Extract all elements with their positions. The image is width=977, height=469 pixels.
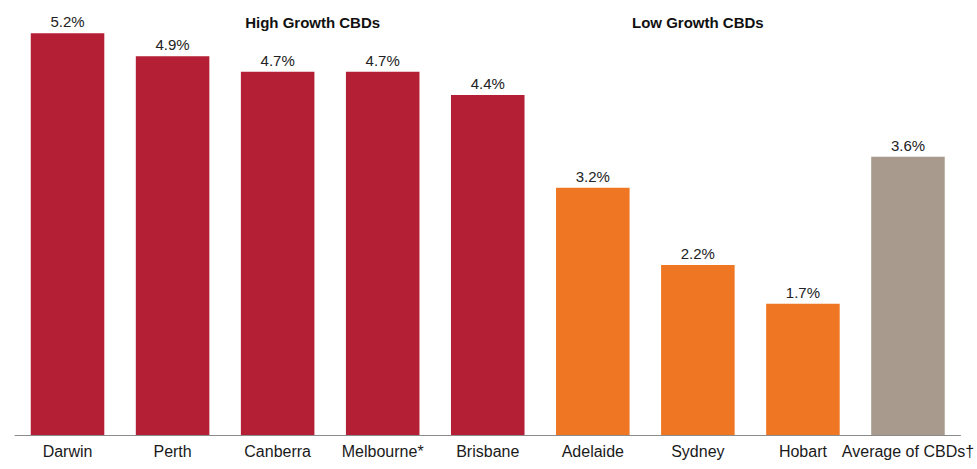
svg-text:Hobart: Hobart: [779, 443, 828, 460]
svg-text:4.7%: 4.7%: [261, 52, 295, 69]
svg-text:3.6%: 3.6%: [891, 137, 925, 154]
svg-text:Low Growth CBDs: Low Growth CBDs: [632, 14, 764, 31]
svg-text:1.7%: 1.7%: [786, 284, 820, 301]
svg-text:4.7%: 4.7%: [366, 52, 400, 69]
svg-text:Average of CBDs†: Average of CBDs†: [842, 443, 974, 460]
svg-text:5.2%: 5.2%: [50, 13, 84, 30]
svg-text:2.2%: 2.2%: [681, 245, 715, 262]
svg-text:3.2%: 3.2%: [576, 168, 610, 185]
svg-text:Perth: Perth: [153, 443, 191, 460]
svg-text:Melbourne*: Melbourne*: [342, 443, 424, 460]
svg-text:Brisbane: Brisbane: [456, 443, 519, 460]
svg-text:4.4%: 4.4%: [471, 75, 505, 92]
svg-text:Adelaide: Adelaide: [562, 443, 624, 460]
svg-text:High Growth CBDs: High Growth CBDs: [245, 14, 380, 31]
svg-text:4.9%: 4.9%: [155, 36, 189, 53]
svg-text:Sydney: Sydney: [671, 443, 724, 460]
svg-text:Canberra: Canberra: [244, 443, 311, 460]
svg-text:Darwin: Darwin: [43, 443, 93, 460]
